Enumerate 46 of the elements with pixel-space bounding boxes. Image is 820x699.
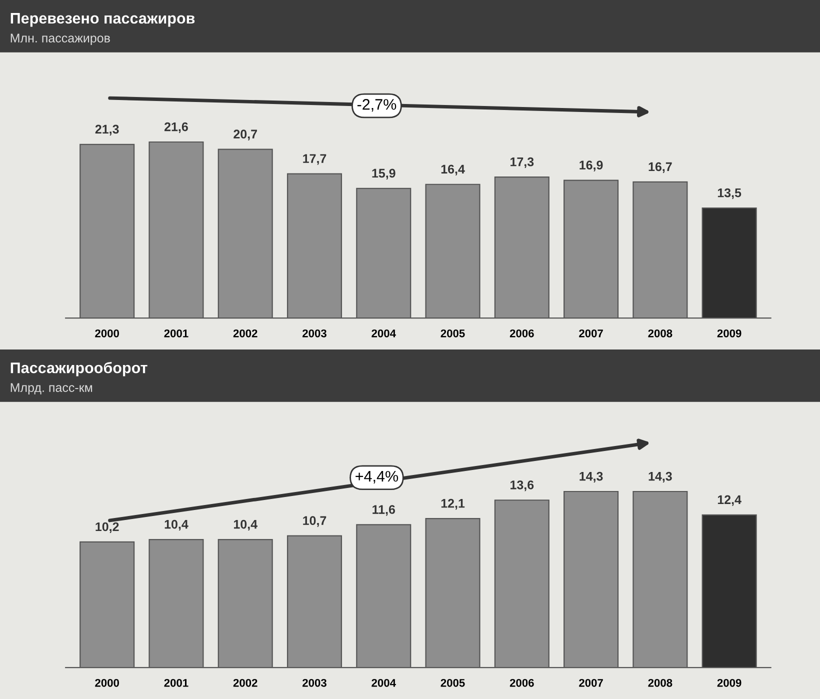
x-tick-label: 2001 — [164, 329, 188, 338]
x-tick-label: 2008 — [648, 329, 672, 338]
x-tick-label: 2009 — [717, 678, 742, 687]
x-tick-label: 2000 — [95, 329, 119, 338]
data-label: 15,9 — [372, 168, 396, 180]
data-label: 21,3 — [95, 124, 119, 136]
x-tick-label: 2005 — [440, 329, 465, 338]
data-label: 17,3 — [510, 157, 534, 168]
x-tick-label: 2003 — [302, 678, 326, 687]
x-tick-label: 2000 — [95, 678, 119, 687]
data-label: 10,4 — [234, 520, 258, 531]
x-tick-label: 2004 — [372, 329, 396, 338]
data-label: 16,9 — [580, 160, 603, 172]
data-label: 13,5 — [718, 188, 742, 200]
data-label: 14,3 — [580, 472, 603, 483]
x-tick-label: 2007 — [579, 678, 603, 687]
x-tick-label: 2004 — [372, 678, 396, 687]
data-label: 14,3 — [648, 472, 672, 483]
x-tick-label: 2002 — [233, 329, 258, 338]
chart-title: Пассажирооборот — [10, 362, 148, 376]
data-label: 10,2 — [96, 522, 119, 533]
x-tick-label: 2009 — [717, 329, 742, 338]
text: -2,7% — [357, 99, 396, 112]
x-tick-label: 2007 — [579, 329, 603, 338]
chart-title: Перевезено пассажиров — [10, 13, 195, 27]
data-label: 10,7 — [303, 516, 326, 527]
text: +4,4% — [356, 470, 398, 484]
chart-subtitle: Млрд. пасс-км — [10, 383, 92, 394]
data-label: 21,6 — [164, 122, 188, 134]
x-tick-label: 2003 — [302, 329, 326, 338]
data-label: 11,6 — [372, 505, 395, 516]
data-label: 16,4 — [441, 164, 465, 176]
data-label: 16,7 — [648, 162, 672, 173]
data-label: 13,6 — [510, 480, 534, 492]
data-label: 20,7 — [234, 130, 257, 140]
data-label: 10,4 — [164, 520, 188, 531]
data-label: 12,1 — [441, 498, 465, 510]
data-label: 17,7 — [303, 154, 326, 165]
x-tick-label: 2006 — [510, 329, 534, 338]
x-tick-label: 2008 — [648, 678, 672, 687]
x-tick-label: 2002 — [233, 678, 258, 687]
data-label: 12,4 — [718, 495, 742, 506]
x-tick-label: 2005 — [440, 678, 465, 687]
x-tick-label: 2001 — [164, 678, 188, 687]
chart-subtitle: Млн. пассажиров — [10, 34, 110, 45]
x-tick-label: 2006 — [510, 678, 534, 687]
